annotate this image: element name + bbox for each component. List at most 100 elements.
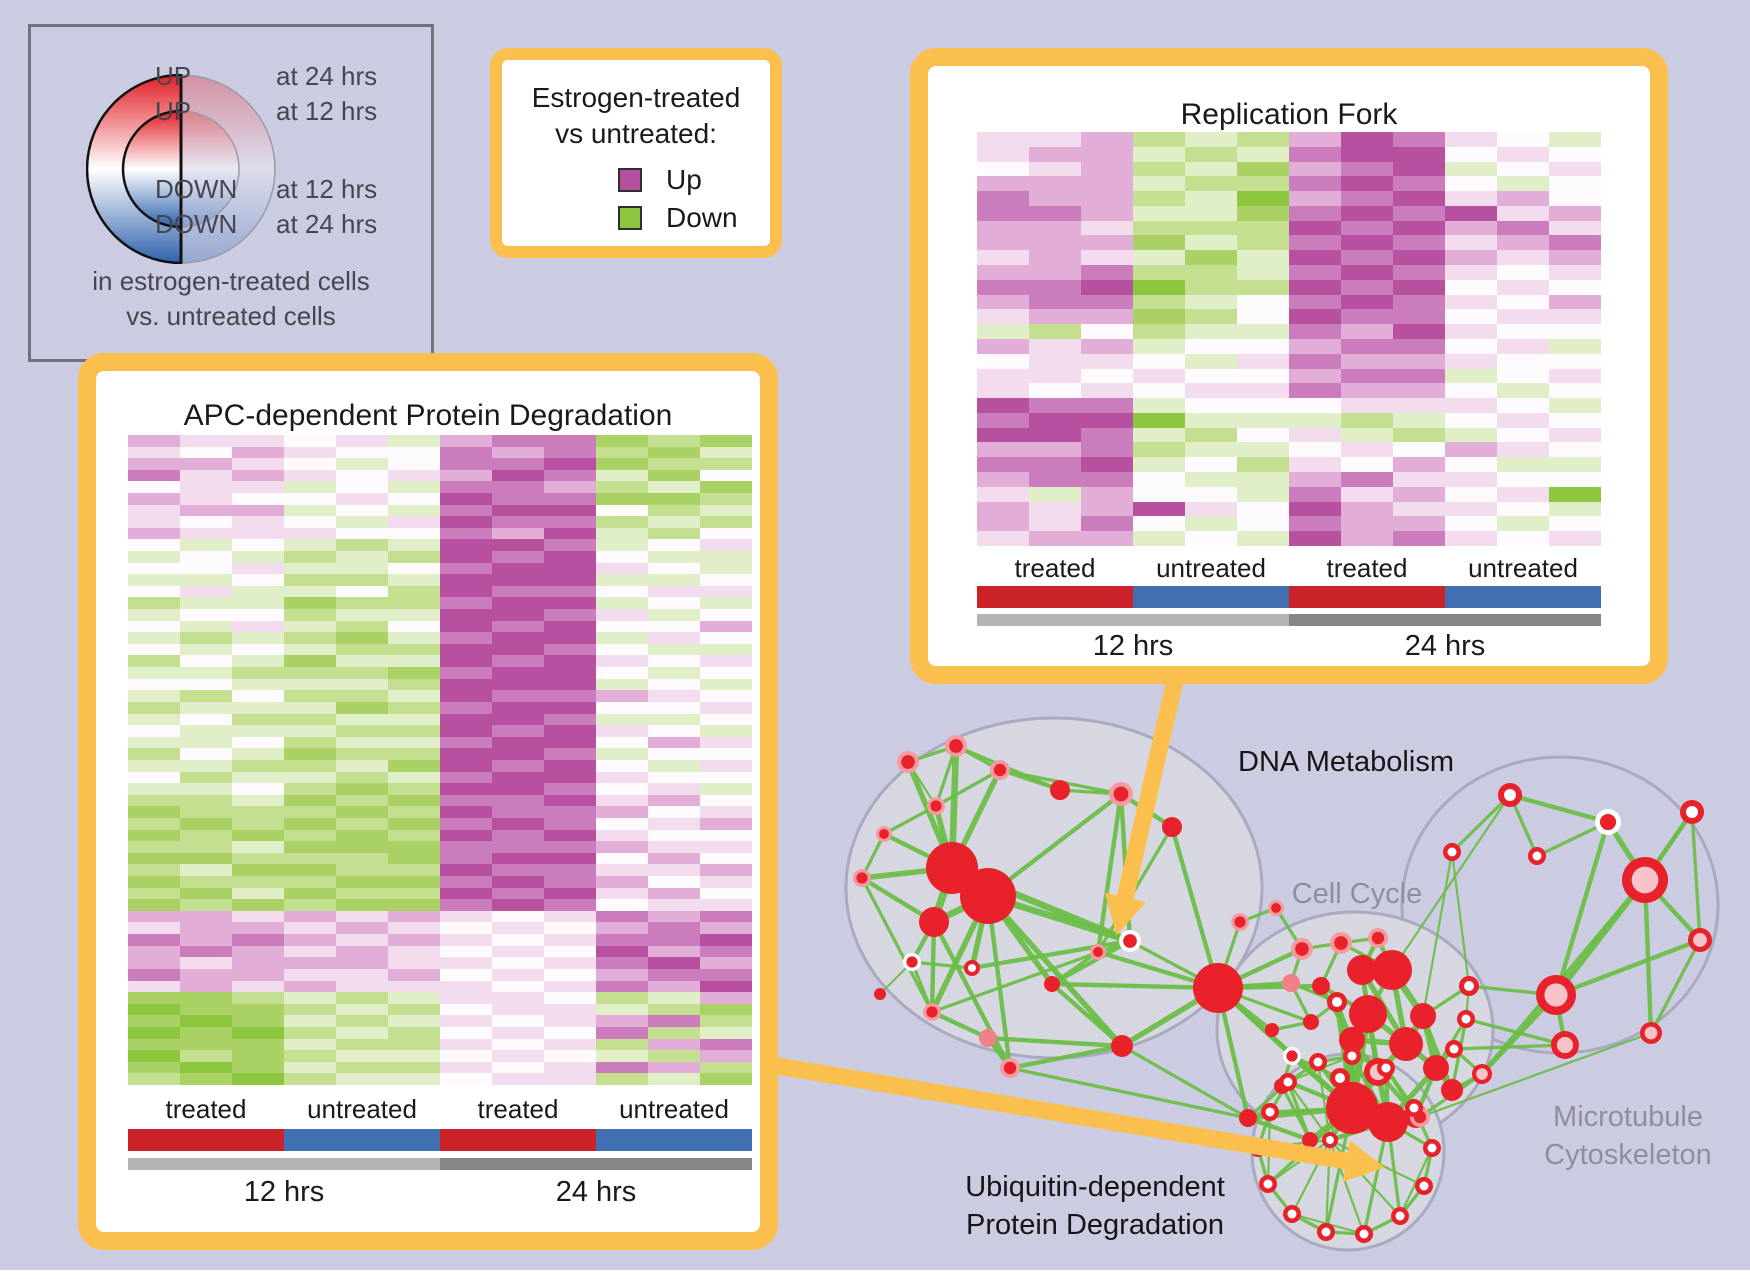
heatmap-cell (336, 922, 388, 935)
heatmap-cell (544, 922, 596, 935)
heatmap-cell (1393, 132, 1445, 147)
heatmap-cell (700, 632, 752, 644)
heatmap-cell (544, 655, 596, 668)
heatmap-cell (232, 701, 284, 714)
heatmap-cell (544, 1073, 596, 1085)
heatmap-cell (1081, 250, 1133, 266)
heatmap-cell (1029, 368, 1081, 384)
heatmap-cell (492, 771, 544, 784)
heatmap-cell (128, 783, 180, 795)
heatmap-cell (1133, 294, 1185, 310)
heatmap-cell (1445, 161, 1497, 177)
heatmap-cell (1289, 457, 1341, 473)
heatmap-cell (1029, 412, 1081, 428)
heatmap-cell (388, 678, 440, 691)
heatmap-cell (648, 516, 700, 528)
heatmap-cell (128, 771, 180, 784)
network-edge (932, 920, 1012, 1070)
heatmap-cell (700, 492, 752, 505)
heatmap-cell (440, 574, 492, 586)
heatmap-cell (388, 458, 440, 470)
heatmap-cell (388, 562, 440, 575)
heatmap-cell (1185, 324, 1237, 339)
updown-time-1: at 12 hrs (276, 96, 378, 126)
heatmap-cell (1185, 205, 1237, 221)
heatmap-cell (544, 725, 596, 737)
heatmap-cell (440, 968, 492, 981)
heatmap-cell (544, 690, 596, 702)
heatmap-cell (700, 481, 752, 493)
heatmap-cell (1393, 368, 1445, 384)
heatmap-cell (544, 469, 596, 482)
heatmap-cell (128, 632, 180, 644)
heatmap-cell (180, 713, 232, 726)
heatmap-cell (1237, 368, 1289, 384)
heatmap-cell (1393, 486, 1445, 502)
heatmap-cell (284, 910, 336, 923)
heatmap-cell (544, 771, 596, 784)
heatmap-cell (648, 1038, 700, 1051)
network-node-core (1263, 1179, 1273, 1189)
updown-dir-1: UP (155, 96, 192, 126)
heatmap-cell (180, 922, 232, 935)
heatmap-cell (1133, 501, 1185, 517)
heatmap-cell (596, 539, 648, 551)
heatmap-cell (128, 446, 180, 459)
heatmap-cell (128, 841, 180, 853)
heatmap-cell (1497, 146, 1549, 162)
heatmap-cell (232, 481, 284, 493)
heatmap-cell (1081, 235, 1133, 251)
heatmap-cell (648, 504, 700, 517)
heatmap-cell (596, 759, 648, 772)
heatmap-cell (1497, 309, 1549, 325)
heatmap-cell (1549, 250, 1601, 266)
heatmap-cell (1393, 501, 1445, 517)
heatmap-cell (1185, 191, 1237, 206)
heatmap-cell (1393, 191, 1445, 206)
heatmap-cell (648, 817, 700, 830)
heatmap-cell (1237, 516, 1289, 532)
heatmap-cell (128, 887, 180, 900)
heatmap-cell (492, 1038, 544, 1051)
heatmap-cell (1393, 279, 1445, 295)
heatmap-cell (180, 992, 232, 1004)
heatmap-cell (232, 794, 284, 807)
heatmap-cell (977, 338, 1029, 354)
heatmap-cell (1497, 338, 1549, 354)
heatmap-cell (700, 655, 752, 668)
heatmap-cell (700, 585, 752, 598)
heatmap-cell (700, 887, 752, 900)
heatmap-cell (648, 1026, 700, 1039)
network-node-core (1283, 1077, 1293, 1087)
heatmap-cell (1081, 398, 1133, 413)
network-edge (1642, 879, 1654, 1034)
heatmap-cell (1185, 383, 1237, 399)
heatmap-cell (232, 574, 284, 586)
heatmap-cell (1445, 191, 1497, 206)
heatmap-cell (1185, 338, 1237, 354)
heatmap-cell (232, 876, 284, 888)
heatmap-cell (648, 446, 700, 459)
heatmap-cell (388, 701, 440, 714)
heatmap-cell (492, 562, 544, 575)
heatmap-cell (388, 864, 440, 877)
heatmap-cell (492, 678, 544, 691)
heatmap-cell (648, 829, 700, 842)
heatmap-cell (336, 550, 388, 563)
heatmap-cell (1289, 516, 1341, 532)
heatmap-cell (440, 945, 492, 958)
heatmap-cell (180, 910, 232, 923)
heatmap-cell (1497, 132, 1549, 147)
heatmap-cell (284, 527, 336, 540)
heatmap-cell (648, 701, 700, 714)
heatmap-cell (440, 620, 492, 633)
heatmap-cell (1185, 132, 1237, 147)
heatmap-cell (336, 667, 388, 679)
untreated-band (596, 1129, 752, 1151)
heatmap-cell (232, 980, 284, 993)
heatmap-cell (440, 655, 492, 668)
heatmap-cell (1289, 442, 1341, 458)
heatmap-cell (336, 516, 388, 528)
heatmap-cell (1445, 398, 1497, 413)
heatmap-cell (1549, 398, 1601, 413)
